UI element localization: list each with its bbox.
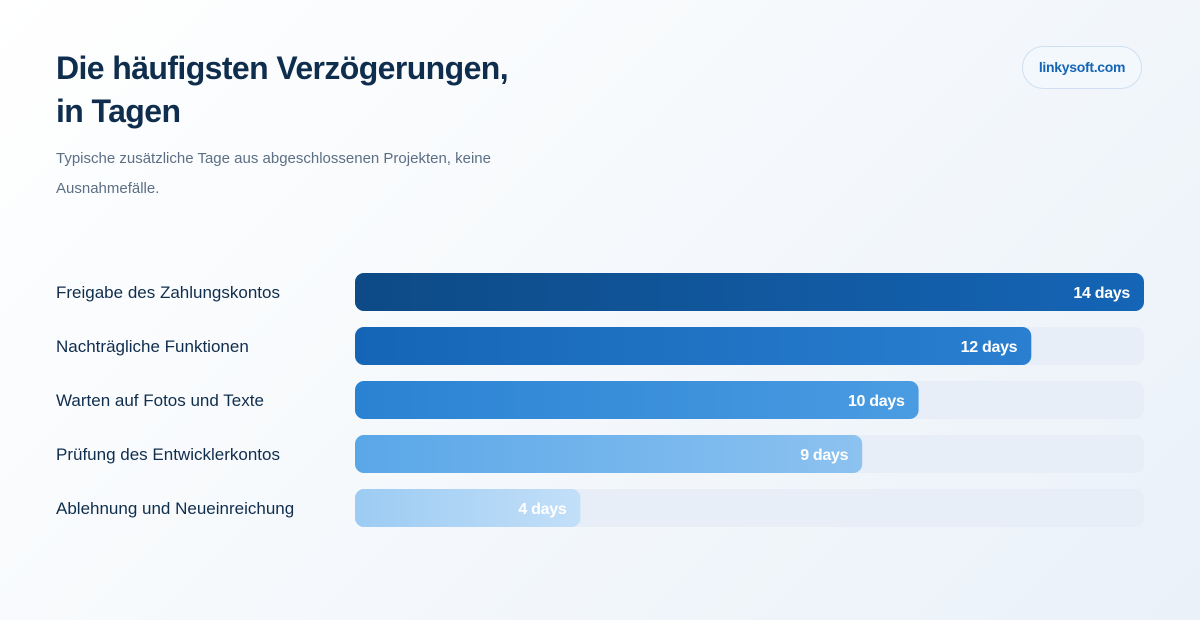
value-label: 4 days [518,501,566,518]
bar-track [355,489,1144,527]
bar [355,435,863,473]
category-label: Prüfung des Entwicklerkontos [56,445,280,464]
category-label: Warten auf Fotos und Texte [56,391,264,410]
chart-title-line-2: in Tagen [56,93,181,129]
category-label: Ablehnung und Neueinreichung [56,499,294,518]
bar-track [355,381,1144,419]
chart-title: Die häufigsten Verzögerungen, in Tagen [56,47,576,133]
chart-title-line-1: Die häufigsten Verzögerungen, [56,50,509,86]
category-label: Nachträgliche Funktionen [56,337,249,356]
bar [355,489,581,527]
bar [355,381,919,419]
bar-track [355,273,1144,311]
brand-badge[interactable]: linkysoft.com [1022,46,1142,89]
bar-track [355,435,1144,473]
bar-track [355,327,1144,365]
value-label: 10 days [848,393,905,410]
bar [355,273,1144,311]
value-label: 14 days [1073,285,1130,302]
value-label: 9 days [800,447,848,464]
bar [355,327,1032,365]
value-label: 12 days [961,339,1018,356]
category-label: Freigabe des Zahlungskontos [56,283,280,302]
chart-subtitle: Typische zusätzliche Tage aus abgeschlos… [56,150,491,197]
